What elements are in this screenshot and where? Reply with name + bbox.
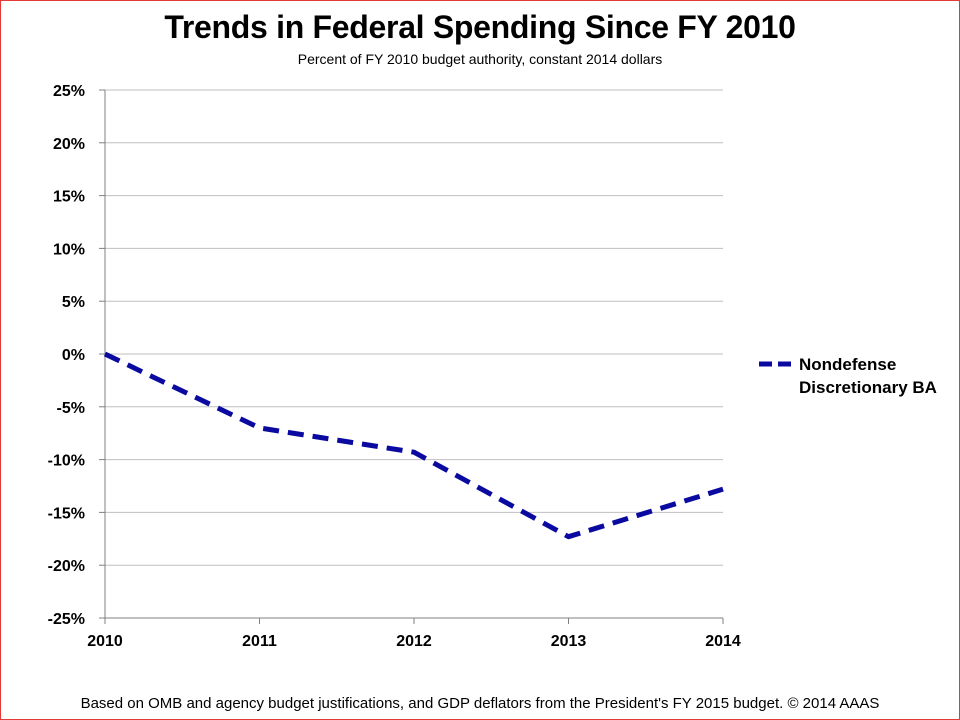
y-tick-label: 25% [53,83,85,100]
x-tick-label: 2014 [705,633,741,650]
data-point [412,450,417,455]
legend-label: Discretionary BA [799,378,937,397]
y-tick-label: -15% [48,505,85,522]
source-footnote: Based on OMB and agency budget justifica… [80,695,880,712]
y-tick-label: -20% [48,558,85,575]
y-tick-label: 0% [62,347,85,364]
legend-label: Nondefense [799,355,896,374]
y-tick-label: 10% [53,241,85,258]
y-tick-label: 5% [62,294,85,311]
x-tick-label: 2012 [396,633,432,650]
x-tick-label: 2010 [87,633,123,650]
data-point [566,534,571,539]
y-tick-label: 20% [53,136,85,153]
line-chart: 25% 20% 15% 10% 5% 0% -5% -10% -15% -20% -25%2010 2… [48,83,937,650]
x-tick-label: 2013 [551,633,587,650]
y-tick-label: 15% [53,189,85,206]
y-tick-label: -25% [48,611,85,628]
series-line-nondefense [103,351,724,540]
y-tick-label: -10% [48,453,85,470]
data-point [103,352,108,357]
data-point [721,487,726,492]
chart-title: Trends in Federal Spending Since FY 2010 [164,9,796,45]
chart-subtitle: Percent of FY 2010 budget authority, con… [297,51,663,67]
y-tick-label: -5% [57,400,85,417]
x-tick-label: 2011 [242,633,277,650]
data-point [257,425,262,430]
